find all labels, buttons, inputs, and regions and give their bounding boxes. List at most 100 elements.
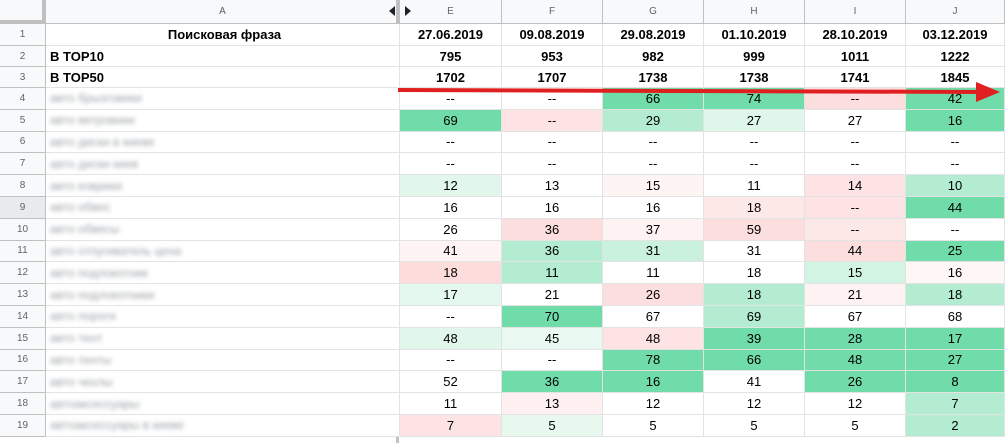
position-cell[interactable]: --	[906, 131, 1005, 154]
position-cell[interactable]: 15	[805, 262, 906, 285]
row-header-1[interactable]: 1	[0, 24, 46, 46]
position-cell[interactable]: 45	[502, 327, 603, 350]
position-cell[interactable]: 17	[906, 327, 1005, 350]
position-cell[interactable]: 59	[704, 218, 805, 241]
column-header-h[interactable]: H	[704, 0, 805, 24]
column-header-j[interactable]: J	[906, 0, 1005, 24]
row-header-13[interactable]: 13	[0, 284, 46, 306]
position-cell[interactable]: 26	[400, 218, 502, 241]
row-header-2[interactable]: 2	[0, 46, 46, 67]
row-header-12[interactable]: 12	[0, 262, 46, 285]
top10-value[interactable]: 999	[704, 46, 805, 67]
position-cell[interactable]: 21	[502, 284, 603, 306]
position-cell[interactable]: 28	[805, 327, 906, 350]
search-phrase-cell[interactable]: авто отпугиватель цена	[46, 240, 400, 263]
row-header-3[interactable]: 3	[0, 67, 46, 88]
top10-value[interactable]: 1011	[805, 46, 906, 67]
position-cell[interactable]: --	[502, 131, 603, 154]
position-cell[interactable]: --	[502, 153, 603, 176]
position-cell[interactable]: 2	[906, 415, 1005, 437]
position-cell[interactable]: 36	[502, 218, 603, 241]
top50-value[interactable]: 1702	[400, 67, 502, 88]
position-cell[interactable]: 16	[603, 197, 704, 219]
position-cell[interactable]: 12	[704, 393, 805, 415]
top50-value[interactable]: 1845	[906, 67, 1005, 88]
position-cell[interactable]: 7	[400, 415, 502, 437]
search-phrase-cell[interactable]: авто подлокотники	[46, 284, 400, 306]
position-cell[interactable]: 31	[704, 240, 805, 263]
position-cell[interactable]: 66	[704, 349, 805, 372]
position-cell[interactable]: --	[805, 131, 906, 154]
search-phrase-cell[interactable]: авто ветровики	[46, 109, 400, 132]
position-cell[interactable]: 21	[805, 284, 906, 306]
top10-label[interactable]: В TOP10	[46, 46, 400, 67]
search-phrase-cell[interactable]: авто коврики	[46, 175, 400, 197]
expand-right-arrow-icon[interactable]	[405, 6, 411, 16]
position-cell[interactable]: 44	[906, 197, 1005, 219]
position-cell[interactable]: 37	[603, 218, 704, 241]
position-cell[interactable]: 18	[704, 197, 805, 219]
position-cell[interactable]: 15	[603, 175, 704, 197]
top50-value[interactable]: 1707	[502, 67, 603, 88]
position-cell[interactable]: 42	[906, 88, 1005, 110]
top50-label[interactable]: В TOP50	[46, 67, 400, 88]
row-header-14[interactable]: 14	[0, 306, 46, 328]
position-cell[interactable]: 14	[805, 175, 906, 197]
position-cell[interactable]: 78	[603, 349, 704, 372]
position-cell[interactable]: 29	[603, 109, 704, 132]
row-header-9[interactable]: 9	[0, 197, 46, 219]
position-cell[interactable]: 41	[704, 371, 805, 394]
search-phrase-cell[interactable]: авто тент	[46, 327, 400, 350]
position-cell[interactable]: 12	[805, 393, 906, 415]
position-cell[interactable]: 12	[400, 175, 502, 197]
search-phrase-cell[interactable]: авто обвес	[46, 197, 400, 219]
position-cell[interactable]: --	[906, 153, 1005, 176]
position-cell[interactable]: 16	[400, 197, 502, 219]
top10-value[interactable]: 795	[400, 46, 502, 67]
date-header[interactable]: 09.08.2019	[502, 24, 603, 46]
search-phrase-cell[interactable]: автоаксессуары в киеве	[46, 415, 400, 437]
position-cell[interactable]: --	[704, 131, 805, 154]
row-header-8[interactable]: 8	[0, 175, 46, 197]
position-cell[interactable]: --	[906, 218, 1005, 241]
position-cell[interactable]: 25	[906, 240, 1005, 263]
search-phrase-header[interactable]: Поисковая фраза	[46, 24, 400, 46]
position-cell[interactable]: 52	[400, 371, 502, 394]
position-cell[interactable]: 13	[502, 393, 603, 415]
position-cell[interactable]: --	[400, 349, 502, 372]
position-cell[interactable]: 8	[906, 371, 1005, 394]
position-cell[interactable]: 48	[400, 327, 502, 350]
position-cell[interactable]: 36	[502, 371, 603, 394]
position-cell[interactable]: 36	[502, 240, 603, 263]
position-cell[interactable]: --	[400, 88, 502, 110]
date-header[interactable]: 27.06.2019	[400, 24, 502, 46]
row-header-7[interactable]: 7	[0, 153, 46, 176]
column-header-f[interactable]: F	[502, 0, 603, 24]
top50-value[interactable]: 1741	[805, 67, 906, 88]
position-cell[interactable]: --	[805, 88, 906, 110]
top10-value[interactable]: 1222	[906, 46, 1005, 67]
position-cell[interactable]: --	[805, 153, 906, 176]
row-header-10[interactable]: 10	[0, 218, 46, 241]
position-cell[interactable]: 70	[502, 306, 603, 328]
row-header-6[interactable]: 6	[0, 131, 46, 154]
position-cell[interactable]: 31	[603, 240, 704, 263]
row-header-11[interactable]: 11	[0, 240, 46, 263]
row-header-16[interactable]: 16	[0, 349, 46, 372]
position-cell[interactable]: 11	[704, 175, 805, 197]
search-phrase-cell[interactable]: авто подлокотник	[46, 262, 400, 285]
position-cell[interactable]: 16	[502, 197, 603, 219]
position-cell[interactable]: 17	[400, 284, 502, 306]
search-phrase-cell[interactable]: авто пороги	[46, 306, 400, 328]
position-cell[interactable]: 13	[502, 175, 603, 197]
position-cell[interactable]: 11	[502, 262, 603, 285]
row-header-17[interactable]: 17	[0, 371, 46, 394]
search-phrase-cell[interactable]: авто диски в киеве	[46, 131, 400, 154]
search-phrase-cell[interactable]: авто брызговики	[46, 88, 400, 110]
select-all-corner[interactable]	[0, 0, 46, 24]
top50-value[interactable]: 1738	[603, 67, 704, 88]
position-cell[interactable]: 69	[400, 109, 502, 132]
position-cell[interactable]: 74	[704, 88, 805, 110]
search-phrase-cell[interactable]: авто тенты	[46, 349, 400, 372]
position-cell[interactable]: 12	[603, 393, 704, 415]
